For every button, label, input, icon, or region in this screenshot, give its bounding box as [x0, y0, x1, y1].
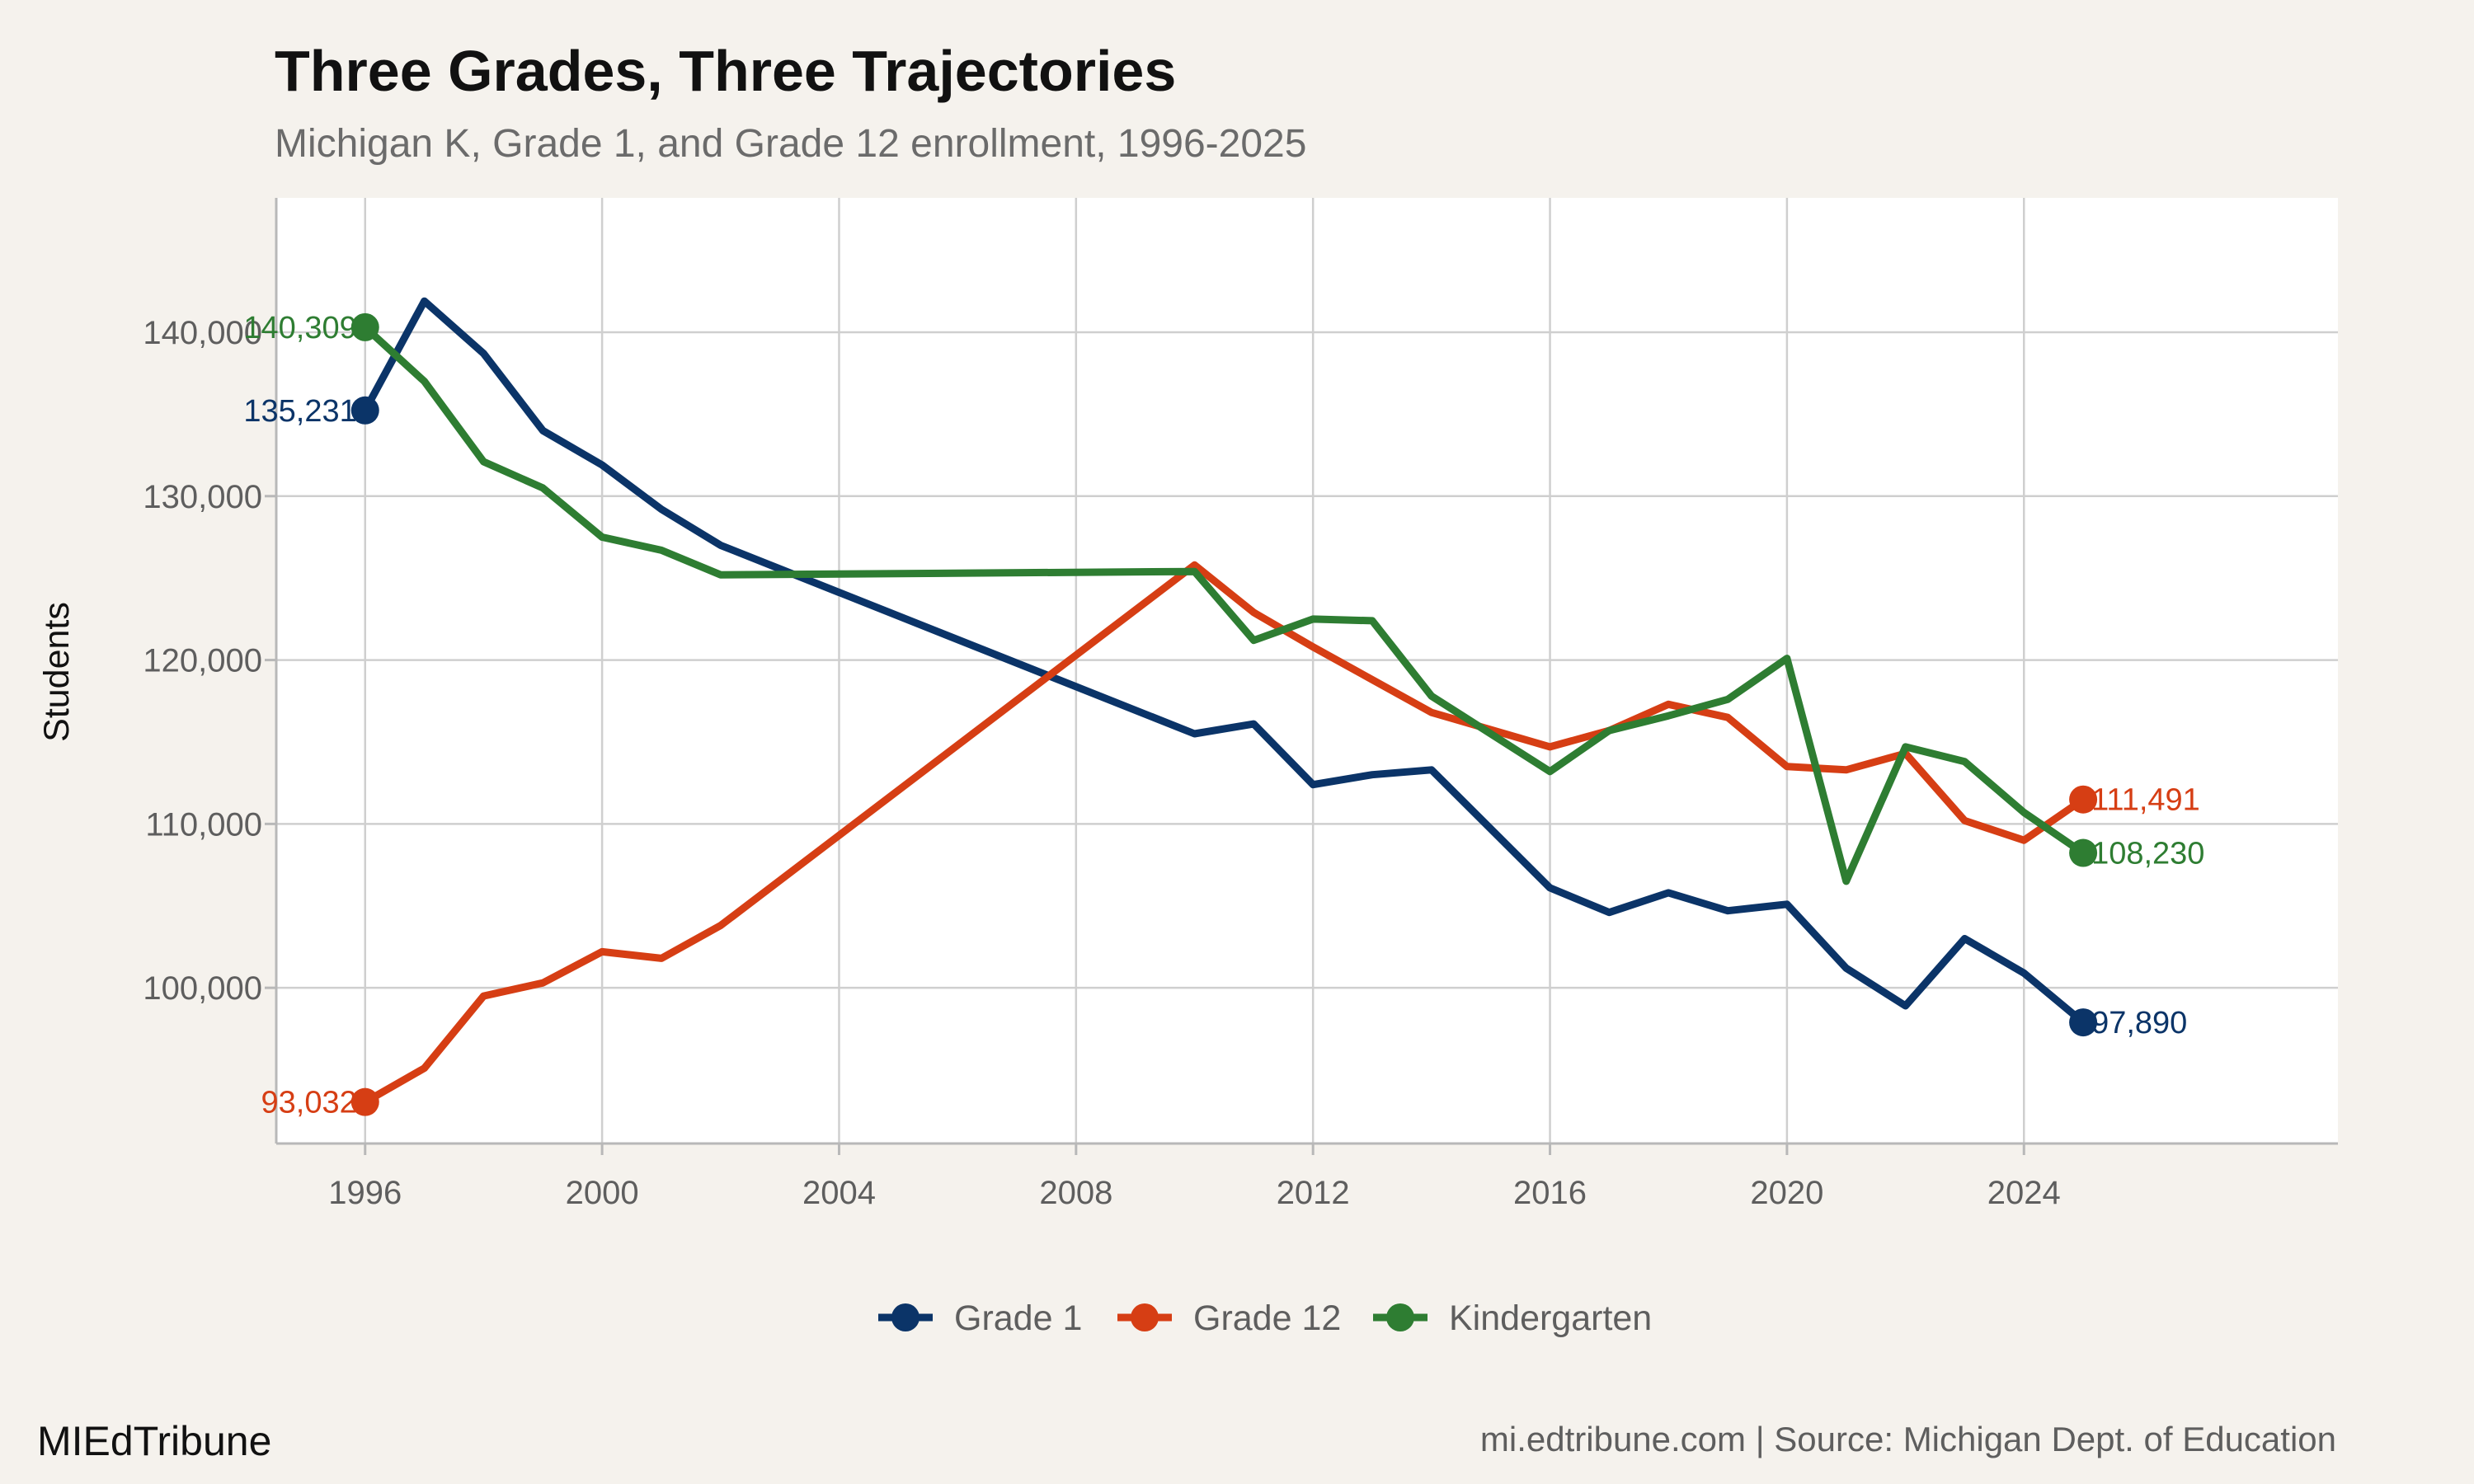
legend-label: Grade 12: [1193, 1298, 1341, 1338]
y-tick-label: 110,000: [145, 806, 262, 843]
legend-item-kindergarten: Kindergarten: [1373, 1298, 1652, 1338]
legend-label: Grade 1: [954, 1298, 1082, 1338]
end-label-grade-12: 111,491: [2091, 783, 2200, 818]
end-label-kindergarten: 108,230: [2091, 837, 2204, 871]
end-label-grade-1: 97,890: [2091, 1006, 2187, 1040]
end-point-grade-12: [2069, 785, 2098, 814]
y-axis-title: Students: [37, 602, 77, 742]
x-tick-label: 2012: [1277, 1175, 1350, 1211]
legend-swatch-dot: [1131, 1303, 1159, 1331]
x-tick-label: 2008: [1039, 1175, 1112, 1211]
data-labels: 135,231 97,890 93,032 111,491 140,309 108,230: [243, 311, 2204, 1120]
x-tick-label: 1996: [328, 1175, 402, 1211]
start-point-grade-1: [350, 396, 379, 425]
start-point-grade-12: [350, 1087, 379, 1116]
start-point-kindergarten: [350, 312, 379, 341]
y-tick-label: 140,000: [143, 315, 262, 351]
chart-title: Three Grades, Three Trajectories: [275, 39, 1176, 103]
legend: Grade 1 Grade 12 Kindergarten: [878, 1298, 1652, 1338]
y-tick-label: 130,000: [143, 479, 262, 515]
start-label-grade-1: 135,231: [243, 394, 356, 429]
legend-label: Kindergarten: [1449, 1298, 1652, 1338]
x-tick-label: 2024: [1987, 1175, 2061, 1211]
legend-item-grade-12: Grade 12: [1117, 1298, 1341, 1338]
y-tick-label: 120,000: [143, 643, 262, 679]
series-lines: [361, 297, 2086, 1106]
series-line-grade-1: [361, 297, 2086, 1026]
source-caption: mi.edtribune.com | Source: Michigan Dept…: [1480, 1420, 2336, 1458]
series-line-kindergarten: [362, 324, 2086, 885]
chart-subtitle: Michigan K, Grade 1, and Grade 12 enroll…: [275, 122, 1306, 166]
endpoint-markers: [350, 312, 2098, 1116]
plot-area: [276, 198, 2338, 1144]
brand-caption: MIEdTribune: [37, 1418, 271, 1464]
legend-swatch-dot: [891, 1303, 920, 1331]
end-point-grade-1: [2069, 1008, 2098, 1037]
y-tick-label: 100,000: [143, 970, 262, 1007]
x-tick-label: 2004: [802, 1175, 876, 1211]
x-tick-label: 2016: [1513, 1175, 1587, 1211]
end-point-kindergarten: [2069, 838, 2098, 867]
x-tick-label: 2020: [1750, 1175, 1823, 1211]
x-tick-labels: 1996 2000 2004 2008 2012 2016 2020 2024: [328, 1175, 2060, 1211]
start-label-kindergarten: 140,309: [243, 311, 356, 345]
legend-item-grade-1: Grade 1: [878, 1298, 1082, 1338]
x-tick-label: 2000: [566, 1175, 639, 1211]
legend-swatch-dot: [1386, 1303, 1414, 1331]
y-tick-labels: 100,000 110,000 120,000 130,000 140,000: [143, 315, 262, 1007]
axes: [275, 198, 2338, 1145]
start-label-grade-12: 93,032: [261, 1086, 357, 1120]
series-line-grade-12: [363, 561, 2086, 1106]
